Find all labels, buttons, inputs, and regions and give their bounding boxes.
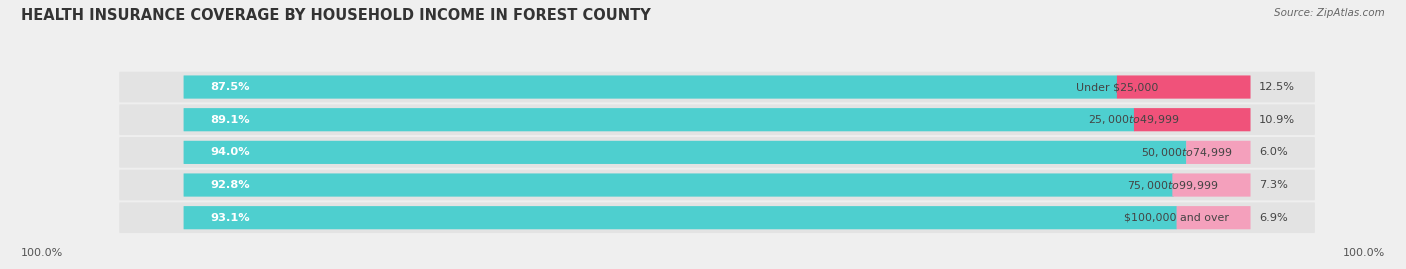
Text: 94.0%: 94.0% bbox=[211, 147, 250, 157]
Text: Under $25,000: Under $25,000 bbox=[1076, 82, 1159, 92]
FancyBboxPatch shape bbox=[184, 141, 1187, 164]
Text: $75,000 to $99,999: $75,000 to $99,999 bbox=[1128, 179, 1219, 192]
FancyBboxPatch shape bbox=[1177, 206, 1250, 229]
FancyBboxPatch shape bbox=[120, 72, 1315, 102]
Text: 6.9%: 6.9% bbox=[1258, 213, 1288, 223]
Text: 89.1%: 89.1% bbox=[211, 115, 250, 125]
Text: 92.8%: 92.8% bbox=[211, 180, 250, 190]
FancyBboxPatch shape bbox=[120, 170, 1315, 200]
Text: HEALTH INSURANCE COVERAGE BY HOUSEHOLD INCOME IN FOREST COUNTY: HEALTH INSURANCE COVERAGE BY HOUSEHOLD I… bbox=[21, 8, 651, 23]
Text: $25,000 to $49,999: $25,000 to $49,999 bbox=[1088, 113, 1180, 126]
FancyBboxPatch shape bbox=[184, 206, 1177, 229]
Text: 93.1%: 93.1% bbox=[211, 213, 250, 223]
FancyBboxPatch shape bbox=[120, 137, 1315, 168]
Text: 100.0%: 100.0% bbox=[21, 248, 63, 258]
FancyBboxPatch shape bbox=[120, 104, 1315, 135]
Text: 12.5%: 12.5% bbox=[1258, 82, 1295, 92]
Text: 100.0%: 100.0% bbox=[1343, 248, 1385, 258]
FancyBboxPatch shape bbox=[1187, 141, 1250, 164]
Text: $50,000 to $74,999: $50,000 to $74,999 bbox=[1140, 146, 1232, 159]
Text: $100,000 and over: $100,000 and over bbox=[1125, 213, 1229, 223]
Text: 87.5%: 87.5% bbox=[211, 82, 250, 92]
FancyBboxPatch shape bbox=[1116, 75, 1250, 99]
FancyBboxPatch shape bbox=[184, 108, 1135, 131]
Text: Source: ZipAtlas.com: Source: ZipAtlas.com bbox=[1274, 8, 1385, 18]
FancyBboxPatch shape bbox=[1135, 108, 1250, 131]
FancyBboxPatch shape bbox=[1173, 174, 1250, 197]
FancyBboxPatch shape bbox=[184, 75, 1118, 99]
Text: 6.0%: 6.0% bbox=[1258, 147, 1288, 157]
Text: 7.3%: 7.3% bbox=[1258, 180, 1288, 190]
FancyBboxPatch shape bbox=[120, 202, 1315, 233]
Text: 10.9%: 10.9% bbox=[1258, 115, 1295, 125]
FancyBboxPatch shape bbox=[184, 174, 1174, 197]
